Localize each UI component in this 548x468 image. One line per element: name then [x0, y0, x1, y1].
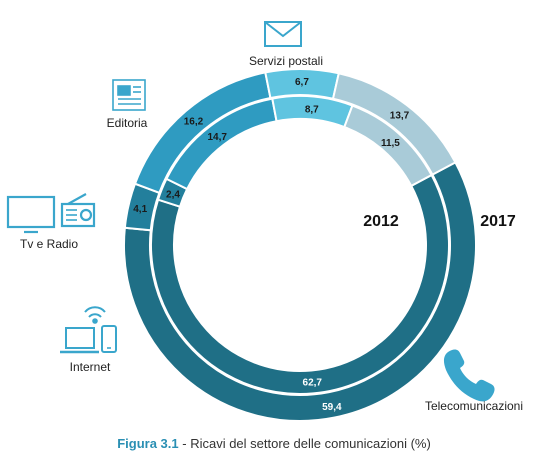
value-label-2017-tv-e-radio: 16,2 — [184, 116, 204, 127]
category-label-servizi-postali: Servizi postali — [249, 54, 323, 68]
figure-number: Figura 3.1 — [117, 436, 179, 451]
series-label-2012: 2012 — [363, 213, 399, 230]
devices-wifi-icon — [60, 306, 117, 354]
slice-2012-servizi-postali — [343, 104, 433, 188]
caption-separator: - — [178, 436, 191, 451]
tv-radio-icon — [6, 193, 96, 234]
value-label-2017-internet: 4,1 — [133, 204, 147, 215]
inner-ring-2012 — [150, 95, 450, 395]
caption-text: Ricavi del settore delle comunicazioni (… — [190, 436, 431, 451]
value-label-2012-tv-e-radio: 14,7 — [207, 132, 227, 143]
newspaper-icon — [112, 79, 146, 111]
telephone-icon — [443, 349, 495, 402]
category-label-telecomunicazioni: Telecomunicazioni — [425, 399, 523, 413]
category-label-internet: Internet — [70, 360, 111, 374]
series-label-2017: 2017 — [480, 213, 516, 230]
value-label-2017-editoria: 6,7 — [295, 77, 309, 88]
outer-ring-2017 — [123, 68, 477, 422]
value-label-2017-servizi-postali: 13,7 — [390, 111, 410, 122]
value-label-2012-editoria: 8,7 — [305, 105, 319, 116]
value-labels: 62,7 2,4 14,7 8,7 11,5 59,4 4,1 16,2 6,7 13,7 — [133, 77, 409, 413]
category-label-tv-radio: Tv e Radio — [20, 237, 78, 251]
figure-caption: Figura 3.1 - Ricavi del settore delle co… — [0, 436, 548, 451]
value-label-2012-telecomunicazioni: 62,7 — [303, 377, 323, 388]
envelope-icon — [264, 21, 302, 47]
value-label-2012-internet: 2,4 — [166, 190, 180, 201]
value-label-2017-telecomunicazioni: 59,4 — [322, 402, 342, 413]
value-label-2012-servizi-postali: 11,5 — [381, 138, 400, 149]
category-label-editoria: Editoria — [107, 116, 148, 130]
